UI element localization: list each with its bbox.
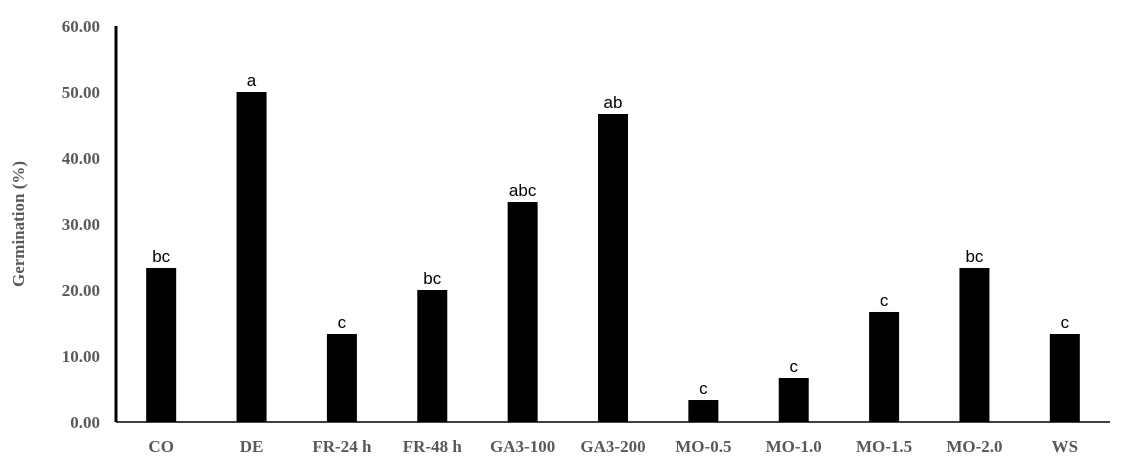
bar xyxy=(507,202,538,422)
x-tick-label: WS xyxy=(1052,437,1078,456)
x-tick-label: GA3-200 xyxy=(580,437,645,456)
bar xyxy=(1049,334,1080,422)
y-tick-label: 50.00 xyxy=(62,83,100,102)
x-axis-labels: CO DE FR-24 h FR-48 h GA3-100 GA3-200 MO-0.5 MO… xyxy=(148,437,1078,456)
data-label: ab xyxy=(604,93,623,112)
y-axis-ticks: 0.00 10.00 20.00 30.00 40.00 50.00 60.00 xyxy=(62,17,100,432)
data-label: abc xyxy=(509,181,537,200)
y-tick-label: 40.00 xyxy=(62,149,100,168)
bar xyxy=(778,377,809,422)
bar xyxy=(688,400,719,422)
data-label: a xyxy=(247,71,257,90)
y-tick-label: 60.00 xyxy=(62,17,100,36)
data-label: c xyxy=(338,313,347,332)
data-label: c xyxy=(1061,313,1070,332)
x-tick-label: DE xyxy=(240,437,264,456)
y-tick-label: 20.00 xyxy=(62,281,100,300)
y-tick-label: 30.00 xyxy=(62,215,100,234)
bar xyxy=(598,113,628,422)
x-tick-label: MO-1.5 xyxy=(856,437,912,456)
x-tick-label: FR-48 h xyxy=(403,437,463,456)
data-label: c xyxy=(880,291,889,310)
data-label: bc xyxy=(152,247,170,266)
data-label: bc xyxy=(965,247,983,266)
data-label: c xyxy=(699,379,708,398)
x-tick-label: FR-24 h xyxy=(312,437,372,456)
x-tick-label: MO-0.5 xyxy=(675,437,731,456)
x-tick-label: CO xyxy=(148,437,174,456)
data-label: bc xyxy=(423,269,441,288)
y-tick-label: 0.00 xyxy=(70,413,100,432)
bar xyxy=(146,268,177,422)
bar xyxy=(417,290,448,422)
bar xyxy=(236,92,267,422)
y-axis-title: Germination (%) xyxy=(9,161,28,287)
bars xyxy=(146,92,1080,422)
x-tick-label: GA3-100 xyxy=(490,437,555,456)
x-tick-label: MO-2.0 xyxy=(946,437,1002,456)
y-tick-label: 10.00 xyxy=(62,347,100,366)
bar xyxy=(326,334,357,422)
data-label: c xyxy=(789,357,798,376)
x-tick-label: MO-1.0 xyxy=(766,437,822,456)
bar xyxy=(959,268,990,422)
bar xyxy=(869,311,900,422)
